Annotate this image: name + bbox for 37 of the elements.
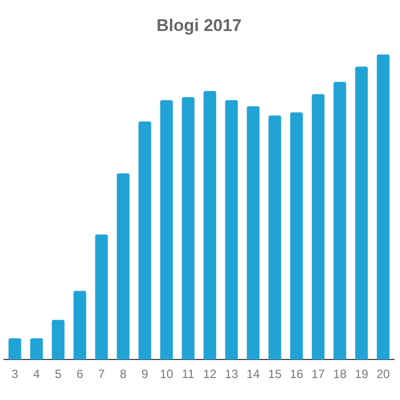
bar [73, 290, 86, 360]
bar [225, 100, 238, 360]
bar [160, 100, 173, 360]
bar [52, 320, 65, 360]
x-tick-label: 8 [120, 367, 127, 382]
x-tick-label: 5 [54, 367, 62, 382]
x-tick-label: 17 [311, 367, 326, 382]
x-tick-label: 10 [160, 367, 174, 382]
bar [268, 115, 282, 360]
bar [376, 54, 390, 360]
bar [8, 338, 22, 360]
bar [203, 91, 216, 360]
x-tick-label: 16 [290, 367, 304, 382]
x-tick-label: 15 [268, 367, 282, 382]
chart-title: Blogi 2017 [156, 16, 242, 35]
x-tick-label: 14 [246, 367, 260, 382]
bar [138, 122, 152, 360]
x-tick-label: 19 [354, 367, 368, 382]
bar [333, 82, 346, 360]
bar [355, 66, 368, 360]
x-tick-label: 4 [33, 367, 40, 382]
x-tick-label: 3 [11, 367, 18, 382]
bar [182, 97, 195, 360]
x-tick-label: 7 [98, 367, 106, 382]
bar [312, 94, 325, 360]
x-tick-label: 18 [333, 367, 347, 382]
bar [290, 112, 303, 360]
x-tick-label: 6 [76, 367, 84, 382]
bar [116, 173, 130, 360]
x-tick-label: 20 [376, 367, 390, 382]
bar [95, 234, 108, 360]
x-tick-label: 11 [182, 367, 195, 382]
x-tick-label: 9 [141, 367, 148, 382]
x-tick-label: 12 [203, 367, 217, 382]
bar [246, 106, 260, 360]
bar [30, 338, 43, 360]
x-tick-label: 13 [224, 367, 238, 382]
